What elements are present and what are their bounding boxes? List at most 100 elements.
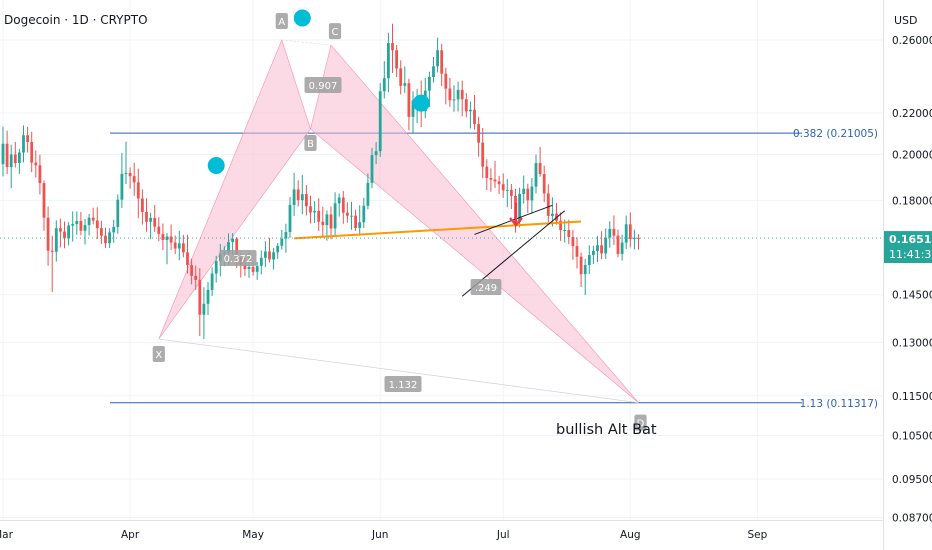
candle-body bbox=[116, 199, 120, 227]
candle-body bbox=[120, 173, 124, 200]
candle-body bbox=[464, 99, 468, 112]
candle-body bbox=[633, 237, 636, 240]
candle-body bbox=[268, 251, 271, 260]
candle-body bbox=[333, 203, 337, 229]
candle-body bbox=[177, 243, 181, 249]
candle-body bbox=[522, 188, 526, 194]
candle-body bbox=[157, 226, 161, 234]
pattern-ac-line bbox=[281, 39, 332, 46]
candle-body bbox=[510, 189, 513, 196]
red-arrow-head bbox=[509, 217, 523, 227]
candle-body bbox=[403, 83, 407, 86]
candle-body bbox=[54, 228, 58, 252]
candle-body bbox=[149, 217, 152, 222]
x-tick-label: Apr bbox=[121, 529, 140, 541]
candle-body bbox=[346, 212, 349, 216]
candle-body bbox=[497, 181, 501, 185]
candle-body bbox=[354, 215, 357, 228]
pattern-xd-line bbox=[158, 338, 639, 404]
candle-body bbox=[325, 214, 329, 226]
candle-body bbox=[9, 154, 13, 168]
candle-body bbox=[132, 176, 136, 183]
candle-body bbox=[436, 50, 439, 67]
pattern-xab-triangle bbox=[158, 39, 311, 340]
price-axis[interactable]: 0.26000 0.22000 0.20000 0.18000 0.14500 0.130… bbox=[892, 35, 932, 524]
candle-body bbox=[18, 152, 21, 164]
candle-body bbox=[587, 255, 591, 266]
cyan-marker bbox=[293, 9, 311, 27]
candle-body bbox=[370, 155, 374, 183]
ratio-label-ac: 0.907 bbox=[309, 81, 338, 92]
candle-body bbox=[38, 165, 42, 184]
point-label-x-bg bbox=[152, 345, 165, 362]
wedge-upper-line bbox=[474, 204, 553, 235]
candle-body bbox=[526, 188, 530, 201]
candle-body bbox=[518, 193, 521, 223]
drawing-overlays[interactable] bbox=[0, 9, 884, 297]
time-axis[interactable]: Mar Apr May Jun Jul Aug Sep bbox=[0, 529, 768, 541]
candle-body bbox=[71, 224, 75, 226]
level-label: 1.13 (0.11317) bbox=[800, 398, 878, 410]
x-tick-label: Jun bbox=[371, 529, 388, 541]
candle-body bbox=[460, 89, 464, 100]
candle-body bbox=[575, 246, 579, 257]
cyan-marker bbox=[412, 94, 430, 112]
candle-body bbox=[489, 177, 493, 180]
candle-body bbox=[95, 220, 99, 229]
point-label-d-bg bbox=[634, 414, 647, 431]
candle-body bbox=[567, 229, 571, 238]
candle-body bbox=[50, 250, 54, 252]
currency-label[interactable]: USD bbox=[894, 14, 918, 27]
candle-body bbox=[604, 237, 608, 254]
orange-trend-line bbox=[294, 220, 582, 240]
candle-body bbox=[444, 73, 448, 89]
candle-body bbox=[637, 237, 640, 239]
candle-body bbox=[112, 226, 116, 233]
harmonic-pattern[interactable] bbox=[158, 39, 639, 404]
candle-body bbox=[22, 135, 25, 153]
candle-body bbox=[153, 217, 157, 227]
chart-title: Dogecoin · 1D · CRYPTO bbox=[4, 13, 148, 27]
candle-body bbox=[161, 233, 165, 240]
last-price-badge-bg bbox=[884, 231, 932, 264]
candle-body bbox=[477, 124, 480, 143]
candle-body bbox=[272, 252, 275, 260]
y-tick-label: 0.14500 bbox=[892, 290, 932, 302]
candle-body bbox=[30, 141, 34, 163]
candle-body bbox=[612, 228, 616, 236]
candle-body bbox=[448, 88, 452, 101]
candle-body bbox=[5, 143, 9, 168]
candle-body bbox=[452, 99, 456, 101]
candle-body bbox=[108, 232, 111, 244]
candle-body bbox=[337, 197, 341, 204]
candle-body bbox=[292, 189, 296, 206]
y-tick-label: 0.26000 bbox=[892, 35, 932, 47]
candle-body bbox=[227, 242, 230, 253]
point-label-a: A bbox=[278, 17, 285, 28]
candle-body bbox=[362, 205, 366, 223]
candle-body bbox=[551, 213, 554, 216]
candle-body bbox=[276, 245, 280, 253]
candle-body bbox=[530, 186, 534, 201]
candle-body bbox=[493, 179, 497, 182]
candle-body bbox=[259, 257, 263, 266]
candle-body bbox=[214, 261, 218, 274]
candle-body bbox=[296, 189, 300, 201]
candle-body bbox=[251, 267, 255, 272]
candle-body bbox=[288, 205, 292, 233]
candle-body bbox=[469, 109, 472, 112]
candle-body bbox=[42, 183, 46, 218]
candle-body bbox=[440, 50, 444, 74]
candle-body bbox=[571, 237, 575, 247]
x-tick-label: Jul bbox=[496, 529, 510, 541]
candle-body bbox=[596, 245, 599, 251]
candle-body bbox=[247, 267, 251, 270]
candle-body bbox=[264, 251, 267, 258]
candle-body bbox=[124, 172, 128, 174]
candle-body bbox=[255, 265, 259, 272]
point-label-d: D bbox=[637, 418, 645, 429]
ratio-label-xd-bg bbox=[384, 376, 422, 392]
candle-body bbox=[210, 273, 214, 290]
point-label-c-bg bbox=[328, 23, 342, 40]
